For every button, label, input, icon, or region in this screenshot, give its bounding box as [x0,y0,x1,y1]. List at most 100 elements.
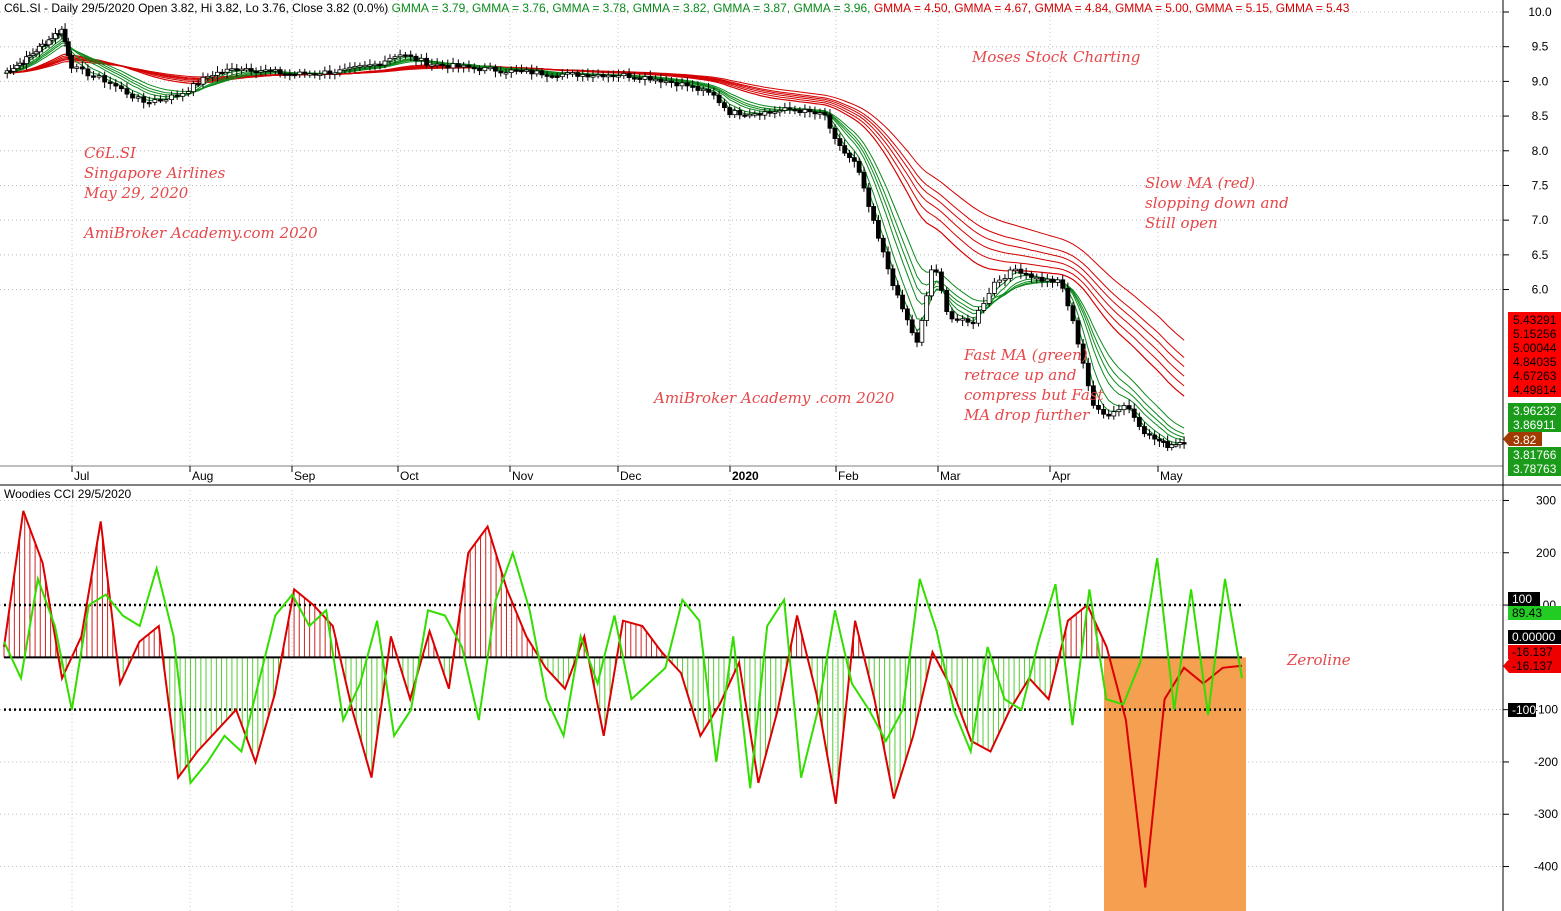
candle-body [575,72,581,77]
candle-body [991,281,997,294]
candle-body [605,74,611,78]
candle-body [327,70,333,75]
candle-body [1136,417,1142,427]
candle-body [929,269,934,297]
candle-body [981,303,987,311]
candle-body [11,68,17,72]
candle-body [282,73,288,76]
candle-body [424,57,429,66]
month-label: Nov [512,469,533,483]
candle-body [727,107,733,116]
candle-body [817,112,823,115]
candle-body [195,83,201,86]
slow-value-label: 4.49814 [1513,383,1557,397]
candle-body [663,80,669,83]
candle-body [554,75,560,78]
price-tick-label: 6.5 [1532,248,1549,262]
candle-body [244,68,249,71]
candle-body [85,68,91,77]
annotation-academy-2: AmiBroker Academy .com 2020 [652,389,895,407]
candle-body [185,91,191,94]
candle-body [503,72,509,75]
candle-body [684,82,690,87]
candle-body [976,310,981,324]
candle-body [653,78,658,82]
slow-value-label: 5.15256 [1513,327,1557,341]
candle-body [1050,278,1055,283]
candle-body [1085,362,1091,387]
candle-body [1060,279,1066,289]
candle-body [91,75,96,78]
candle-body [287,73,293,76]
value-labels: 5.432915.152565.000444.840354.672634.498… [1503,312,1561,476]
month-label: Feb [838,469,859,483]
fast-value-box [1508,403,1561,418]
fast-value-box [1508,461,1561,476]
candle-body [307,73,313,76]
candle-body [767,111,773,114]
annotation-zeroline: Zeroline [1286,651,1351,669]
candle-body [880,237,886,253]
candle-body [455,63,461,68]
price-axis: 10.0 9.5 9.0 8.5 8.0 7.5 7.0 6.5 6.0 [1503,5,1552,297]
price-grid [0,0,1503,466]
candle-body [362,64,368,68]
fast-note-line-4: MA drop further [963,406,1090,424]
candle-body [1090,385,1096,406]
candle-body [1080,343,1086,364]
candle-body [610,74,616,78]
candle-body [949,311,955,320]
slow-value-box [1508,326,1561,341]
annotation-moses: Moses Stock Charting [971,48,1140,66]
candle-body [347,66,353,70]
candle-body [871,206,876,221]
candle-body [190,83,196,93]
fast-note-line-3: compress but Fast [964,386,1105,404]
fast-note-line-2: retrace up and [964,366,1076,384]
candle-body [1096,404,1101,410]
slow-value-label: 4.84035 [1513,355,1557,369]
cci-axis: 300 200 100 -100 -200 -300 -400 [1503,493,1558,874]
candle-body [258,70,264,73]
candle-body [1126,405,1132,410]
candle-body [590,75,596,78]
candle-body [124,88,130,95]
candle-body [777,110,783,113]
candle-body [180,93,186,97]
candle-body [239,68,244,72]
candle-body [69,55,74,69]
candle-body [27,55,33,58]
candle-body [30,53,36,56]
candle-body [46,39,52,46]
candle-body [357,65,363,68]
candle-body [1070,305,1076,322]
turbo-last-box [1508,645,1561,659]
candle-body [317,73,323,76]
price-tick-label: 7.5 [1532,178,1549,192]
candle-body [752,113,758,116]
level-100-box [1508,592,1540,606]
candle-body [737,110,743,116]
candle-body [909,319,915,334]
orange-zone [1104,657,1246,911]
candle-body [534,70,540,75]
price-tick-label: 10.0 [1528,5,1552,19]
candle-body [787,107,793,110]
candle-body [215,71,220,76]
candle-body [403,54,408,57]
candle-body [1147,433,1152,436]
candle-body [113,83,119,87]
price-tick-label: 9.0 [1532,74,1549,88]
candle-body [822,112,828,116]
candle-body [65,41,71,56]
candle-body [471,66,477,70]
month-label: Aug [192,469,213,483]
fast-value-label: 3.81766 [1513,448,1557,462]
turbo-last-label: -16.137 [1512,645,1553,659]
candle-body [219,71,225,75]
annotation-fast-ma: Fast MA (green) retrace up and compress … [963,346,1105,424]
candle-body [297,71,303,76]
candle-body [1018,268,1024,274]
